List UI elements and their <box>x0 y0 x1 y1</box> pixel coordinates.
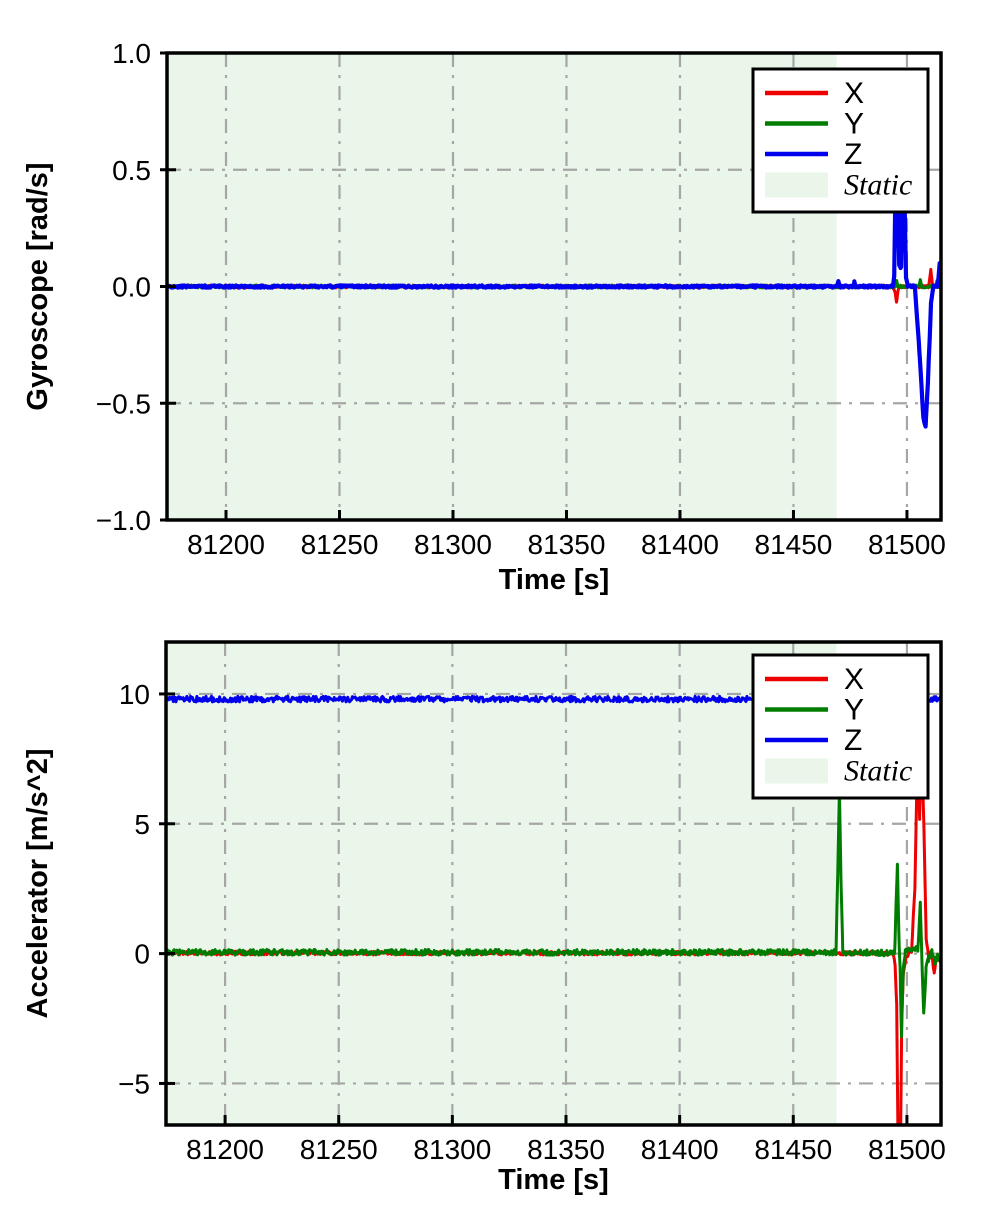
accelerator-x-tick-label: 81500 <box>868 1134 946 1165</box>
gyroscope-chart: 81200 81250 81300 81350 81400 81450 81500 1.0 0.… <box>22 38 946 596</box>
accelerator-y-tick-label: 5 <box>134 809 150 840</box>
gyroscope-y-tick-label: 1.0 <box>112 38 151 69</box>
gyroscope-y-tick-label: 0.0 <box>112 272 151 303</box>
gyroscope-y-tick-label: −0.5 <box>96 388 151 419</box>
accelerator-x-tick-label: 81350 <box>527 1134 605 1165</box>
accelerator-legend-label-static: Static <box>844 755 912 788</box>
accelerator-x-tick-label: 81450 <box>754 1134 832 1165</box>
gyroscope-y-tick-label: 0.5 <box>112 155 151 186</box>
accelerator-y-axis-label: Accelerator [m/s^2] <box>22 749 54 1019</box>
gyroscope-legend-label-y: Y <box>844 108 864 141</box>
gyroscope-x-tick-label: 81350 <box>528 529 606 560</box>
accelerator-legend-label-z: Z <box>844 724 862 757</box>
accelerator-legend-label-y: Y <box>844 694 864 727</box>
gyroscope-y-tick-label: −1.0 <box>96 505 151 536</box>
gyroscope-x-tick-label: 81250 <box>301 529 379 560</box>
accelerator-legend-label-x: X <box>844 663 864 696</box>
gyroscope-x-tick-label: 81300 <box>414 529 492 560</box>
accelerator-plot-border <box>164 640 943 1127</box>
gyroscope-legend-swatch-static <box>765 172 828 198</box>
accelerator-y-tick-label: 10 <box>119 679 150 710</box>
accelerator-y-tick-label: 0 <box>134 939 150 970</box>
accelerator-x-tick-label: 81300 <box>413 1134 491 1165</box>
accelerator-y-tick-label: −5 <box>118 1068 150 1099</box>
accelerator-chart: 81200 81250 81300 81350 81400 81450 81500 10 5 0 −… <box>22 640 946 1196</box>
gyroscope-x-tick-label: 81500 <box>868 529 946 560</box>
gyroscope-series-z-line <box>167 168 941 429</box>
accelerator-series-y-line <box>166 785 941 1039</box>
accelerator-x-tick-label: 81250 <box>300 1134 378 1165</box>
gyroscope-x-axis-label: Time [s] <box>499 564 610 596</box>
gyroscope-y-axis-label: Gyroscope [rad/s] <box>22 162 54 410</box>
gyroscope-legend-label-x: X <box>844 77 864 110</box>
accelerator-x-tick-label: 81200 <box>186 1134 264 1165</box>
gyroscope-x-tick-label: 81450 <box>755 529 833 560</box>
gyroscope-x-tick-label: 81400 <box>641 529 719 560</box>
gyroscope-x-tick-label: 81200 <box>187 529 265 560</box>
gyroscope-legend-label-z: Z <box>844 138 862 171</box>
accelerator-x-tick-label: 81400 <box>641 1134 719 1165</box>
accelerator-legend-swatch-static <box>765 758 828 784</box>
accelerator-static-region-highlight <box>166 642 837 1125</box>
accelerator-x-axis-label: Time [s] <box>498 1164 609 1196</box>
gyroscope-legend-label-static: Static <box>844 169 912 202</box>
